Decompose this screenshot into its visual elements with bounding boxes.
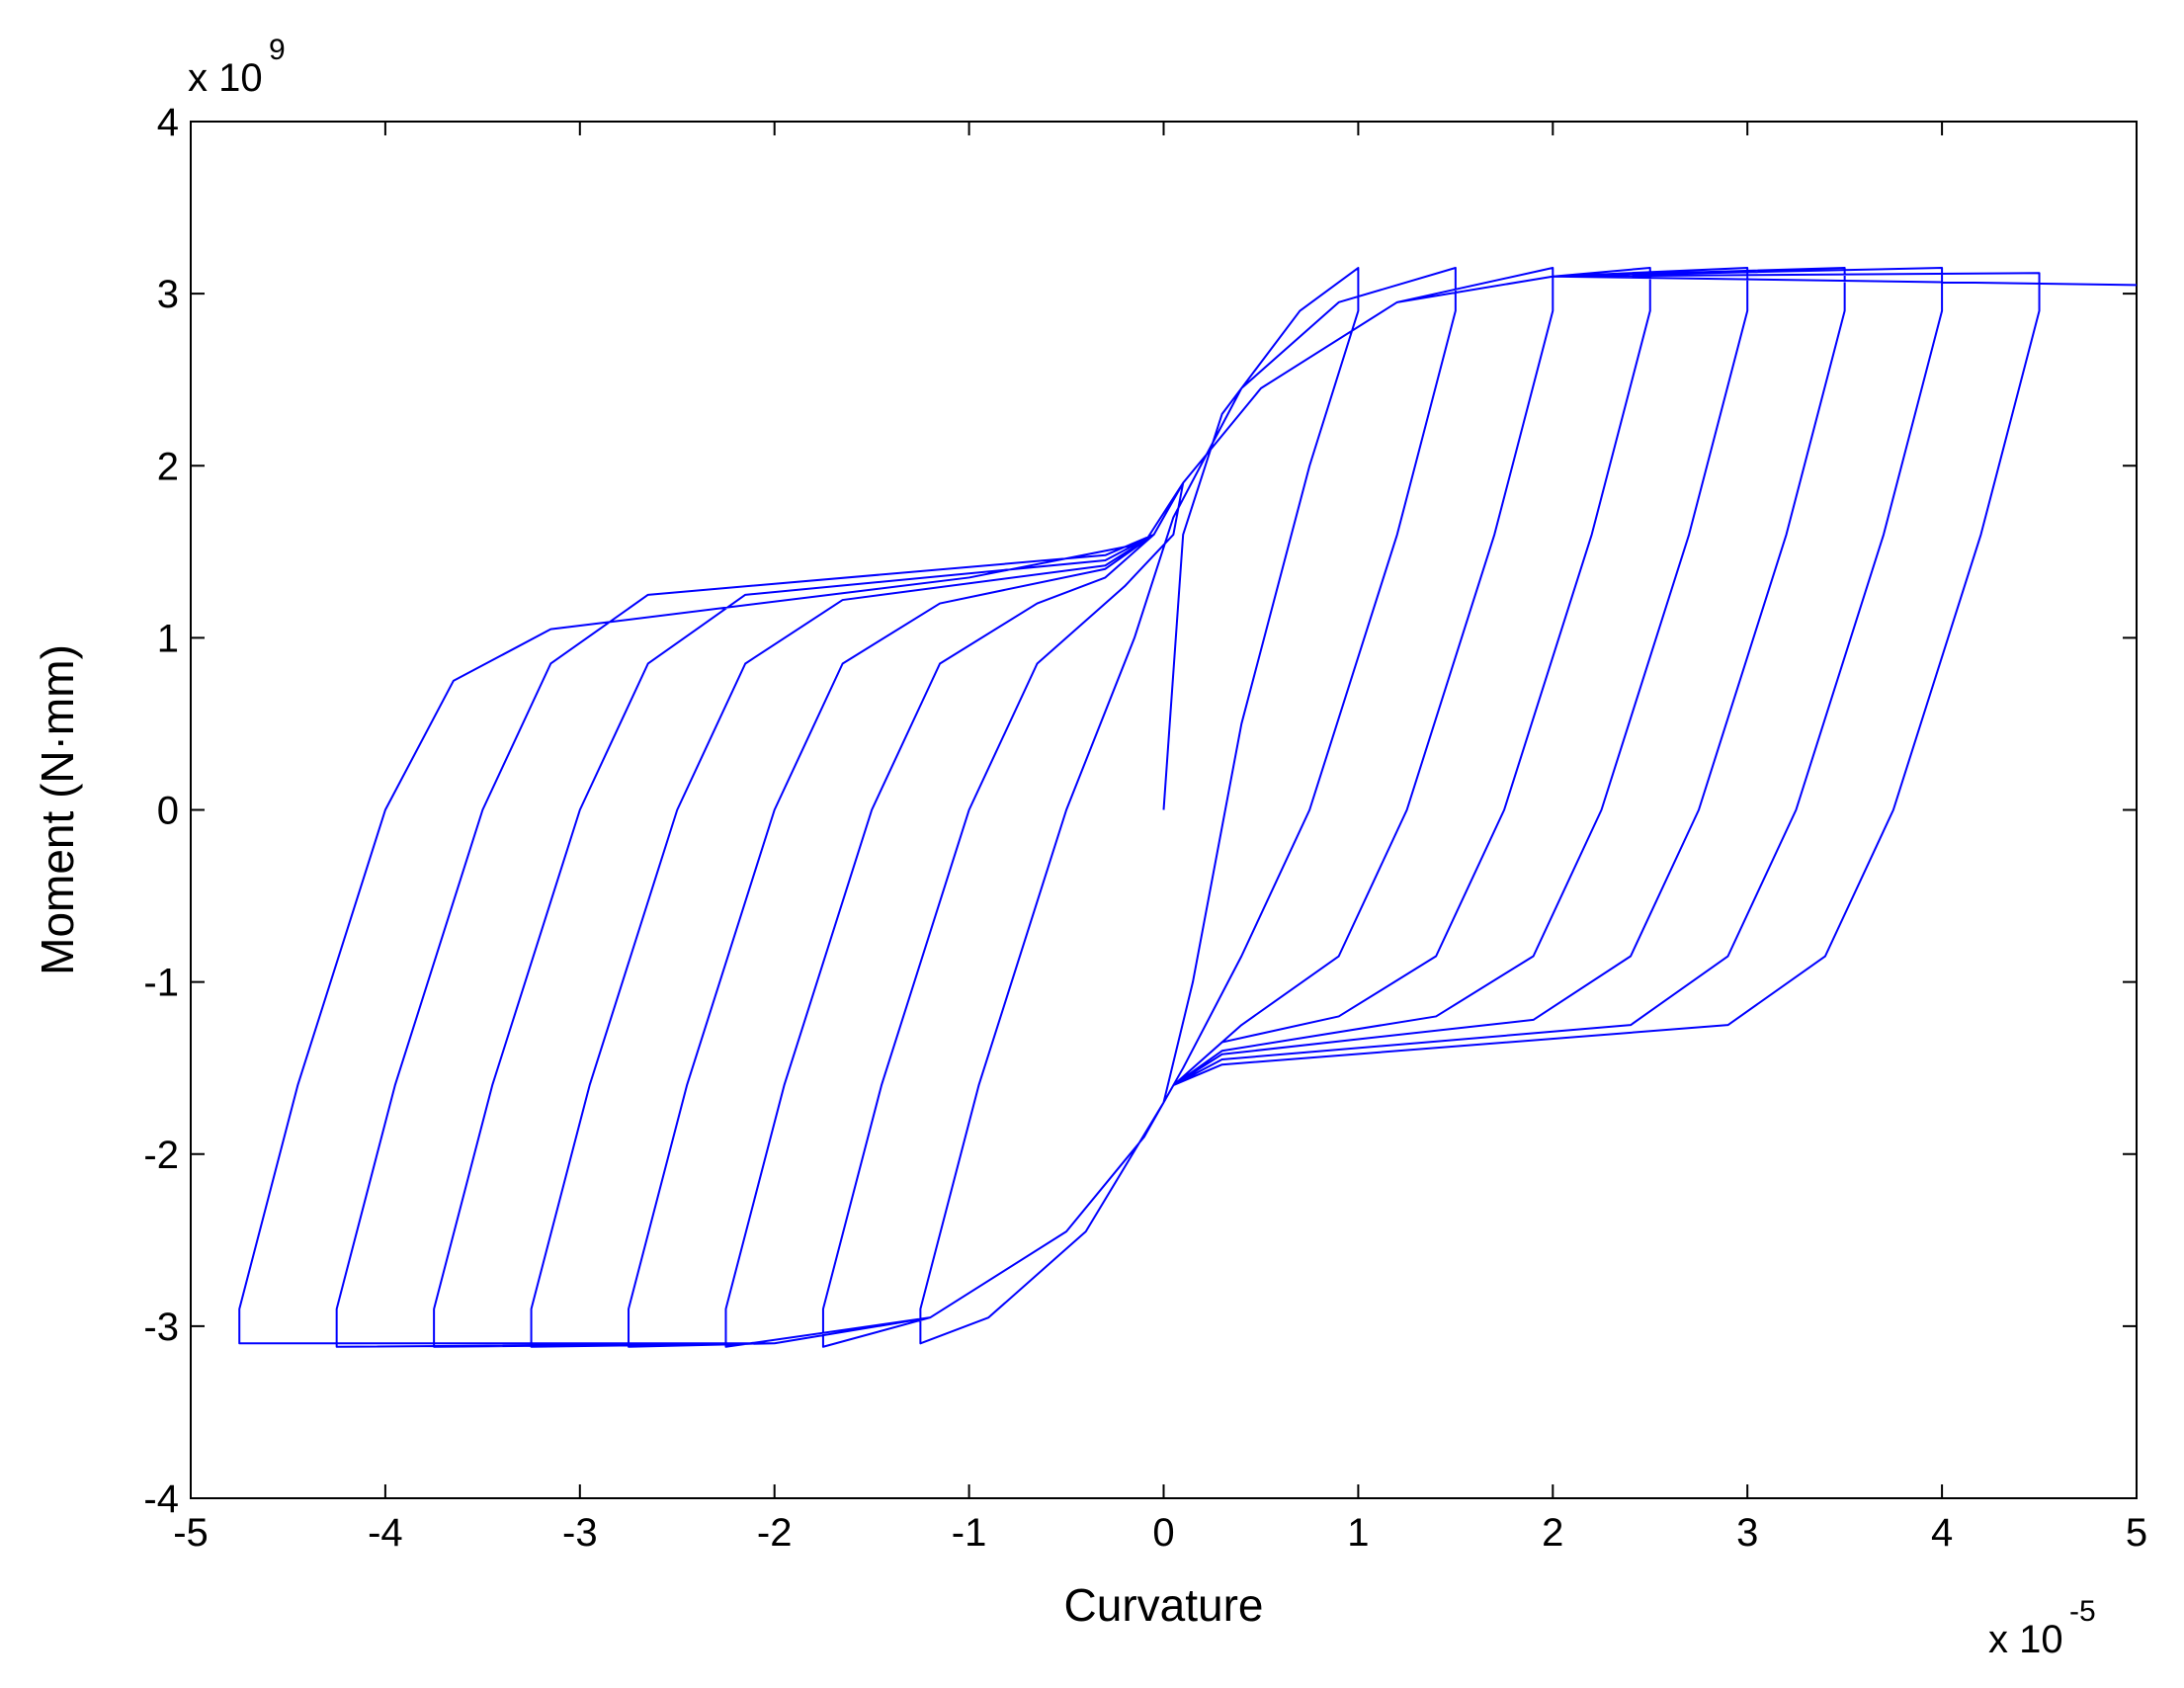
x-tick-label: -5 bbox=[173, 1511, 209, 1555]
x-tick-label: 1 bbox=[1347, 1511, 1369, 1555]
x-tick-label: -3 bbox=[562, 1511, 598, 1555]
y-tick-label: 0 bbox=[157, 790, 179, 833]
y-tick-label: -2 bbox=[143, 1134, 179, 1177]
x-axis-label: Curvature bbox=[1064, 1579, 1264, 1631]
x-tick-label: -2 bbox=[757, 1511, 793, 1555]
y-axis-label: Moment (N·mm) bbox=[32, 644, 83, 975]
y-tick-label: 2 bbox=[157, 445, 179, 488]
x-tick-label: 0 bbox=[1152, 1511, 1174, 1555]
x-tick-label: 5 bbox=[2126, 1511, 2147, 1555]
y-tick-label: -1 bbox=[143, 962, 179, 1005]
x-exponent-base: x 10 bbox=[1988, 1618, 2063, 1661]
y-exponent-base: x 10 bbox=[188, 56, 263, 100]
y-exponent-power: 9 bbox=[269, 34, 286, 66]
x-tick-label: -4 bbox=[368, 1511, 403, 1555]
data-line bbox=[238, 267, 2138, 1348]
x-tick-label: 3 bbox=[1736, 1511, 1758, 1555]
x-exponent-power: -5 bbox=[2069, 1595, 2096, 1628]
x-tick-label: 2 bbox=[1542, 1511, 1563, 1555]
y-tick-label: 1 bbox=[157, 617, 179, 660]
x-tick-label: -1 bbox=[952, 1511, 987, 1555]
x-tick-label: 4 bbox=[1931, 1511, 1953, 1555]
y-tick-label: 3 bbox=[157, 273, 179, 316]
y-tick-label: -3 bbox=[143, 1306, 179, 1349]
y-tick-label: 4 bbox=[157, 101, 179, 144]
y-tick-label: -4 bbox=[143, 1477, 179, 1521]
